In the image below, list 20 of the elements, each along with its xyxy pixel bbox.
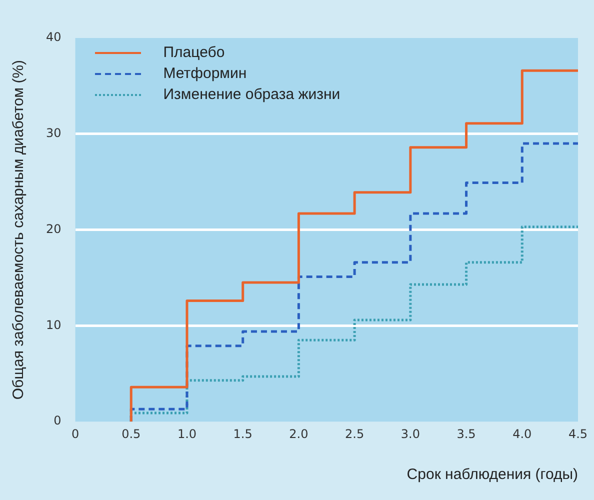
x-tick-label: 1.5 (233, 426, 252, 441)
y-axis-title: Общая заболеваемость сахарным диабетом (%) (10, 60, 28, 400)
x-tick-label: 2.0 (289, 426, 308, 441)
x-axis-title: Срок наблюдения (годы) (406, 466, 578, 484)
y-tick-label: 10 (46, 318, 62, 332)
legend-label: Изменение образа жизни (163, 86, 340, 103)
x-tick-label: 3.0 (400, 426, 420, 441)
x-tick-label: 1.0 (177, 426, 197, 441)
y-tick-label: 0 (54, 414, 62, 428)
y-tick-label: 20 (46, 222, 62, 236)
legend-label: Плацебо (163, 44, 225, 61)
x-tick-label: 0.5 (122, 426, 141, 441)
x-tick-label: 2.5 (345, 426, 364, 441)
x-tick-label: 4.5 (568, 426, 588, 441)
x-tick-label: 0 (71, 426, 80, 441)
y-tick-label: 30 (46, 126, 62, 140)
x-tick-label: 4.0 (512, 426, 532, 441)
x-tick-label: 3.5 (456, 426, 476, 441)
y-tick-label: 40 (46, 30, 62, 44)
legend-label: Метформин (163, 65, 247, 82)
